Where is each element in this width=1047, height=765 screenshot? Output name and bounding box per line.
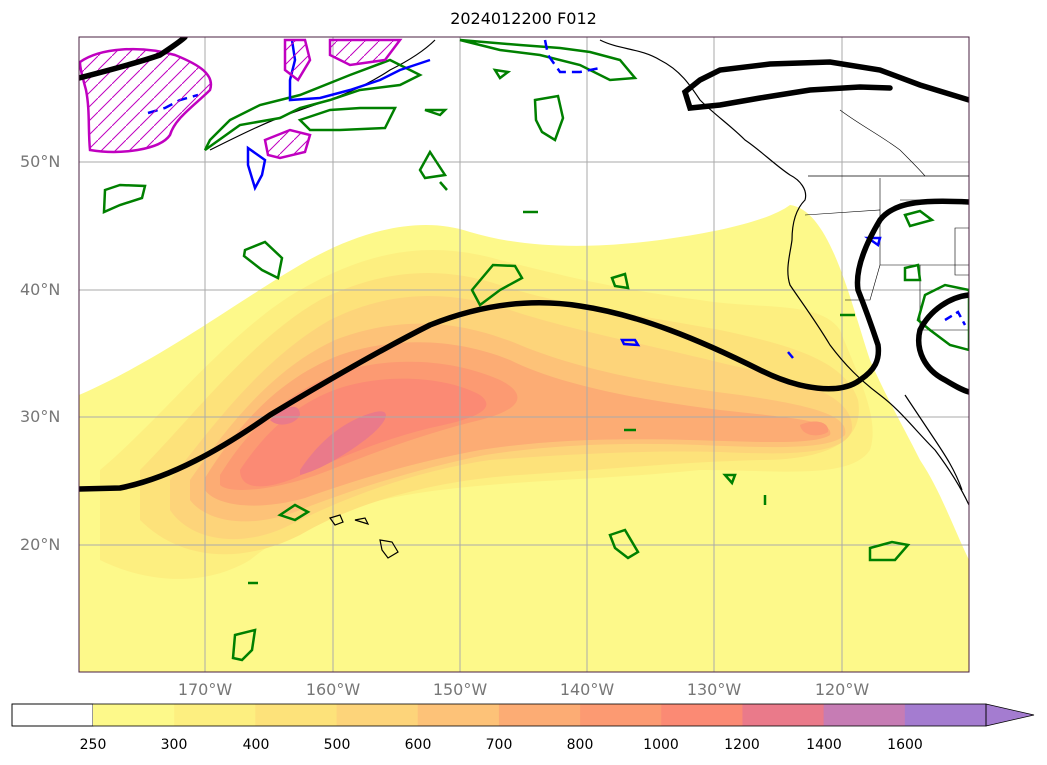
lon-label-150w: 150°W [432,680,488,699]
map-plot-area [79,37,969,672]
colorbar-tick-label: 400 [242,737,270,753]
gridlines [79,37,969,672]
colorbar-segment [336,704,419,726]
colorbar-segment [580,704,662,726]
map-frame [78,36,970,673]
canada-internal [839,109,926,177]
colorbar-segment [417,704,500,726]
colorbar-segment [823,704,906,726]
colorbar-segment [904,704,987,726]
green-contours [102,38,969,662]
colorbar-segment [661,704,743,726]
lat-label-20n: 20°N [20,535,61,554]
jet-contour-lines [79,37,969,492]
jet-line-main [79,198,969,492]
lon-label-120w: 120°W [814,680,870,699]
colorbar-tick-label: 600 [404,737,432,753]
colorbar-segment [498,704,581,726]
ivt-fill-1200 [270,406,386,475]
colorbar-segment [742,704,825,726]
lon-label-140w: 140°W [559,680,615,699]
map-title: 2024012200 F012 [450,9,597,28]
colorbar-tick-label: 500 [323,737,351,753]
magenta-hatched-regions [79,38,403,160]
colorbar-tick-label: 1200 [724,737,760,753]
hawaii [329,514,399,559]
filled-contours [79,205,969,672]
lon-label-170w: 170°W [177,680,233,699]
colorbar-segment [93,704,175,726]
colorbar-tick-label: 250 [79,737,107,753]
colorbar-tick-label: 800 [566,737,594,753]
colorbar-segments [93,704,987,726]
colorbar-segment [255,704,338,726]
colorbar-extend-arrow [985,703,1035,727]
colorbar [11,703,1035,727]
colorbar-segment [174,704,256,726]
lat-label-40n: 40°N [20,280,61,299]
lon-label-160w: 160°W [305,680,361,699]
lon-label-130w: 130°W [686,680,742,699]
north-america-coast [599,39,969,506]
colorbar-tick-label: 300 [160,737,188,753]
colorbar-tick-label: 1600 [887,737,923,753]
jet-line-east [916,292,969,395]
colorbar-outline [11,703,987,727]
lat-label-50n: 50°N [20,152,61,171]
baja-coast [904,394,963,491]
lat-label-30n: 30°N [20,407,61,426]
colorbar-below-range [11,703,94,727]
colorbar-tick-label: 1000 [643,737,679,753]
colorbar-tick-label: 700 [485,737,513,753]
ivt-fill-250-south [79,600,969,672]
jet-line-north [79,37,969,111]
colorbar-tick-label: 1400 [806,737,842,753]
